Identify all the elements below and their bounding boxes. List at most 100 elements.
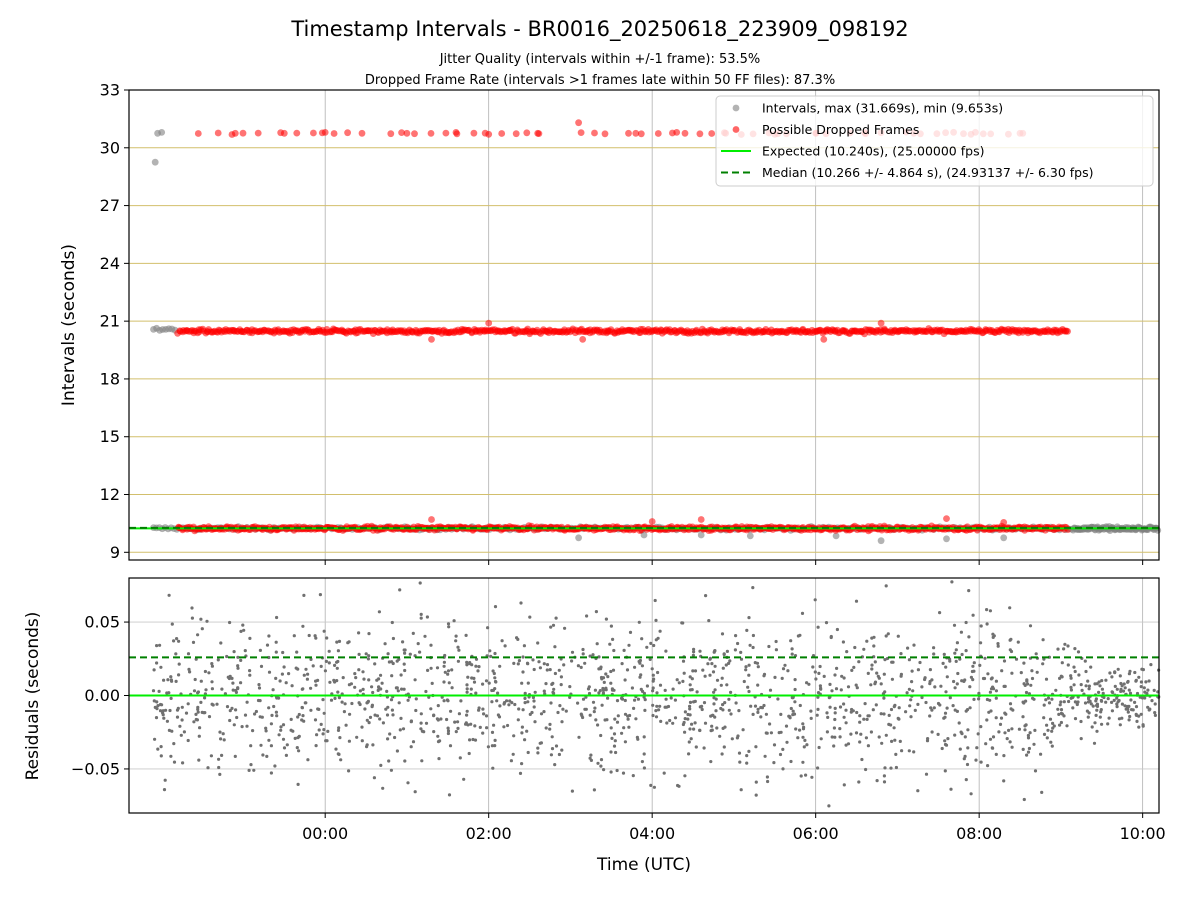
residual-point — [602, 680, 606, 685]
residual-point — [1073, 647, 1077, 651]
residual-point — [186, 702, 190, 706]
residual-point — [377, 686, 381, 690]
residual-point — [478, 725, 482, 730]
interval-point — [640, 531, 648, 539]
residual-point — [452, 619, 456, 623]
residual-point — [393, 735, 397, 740]
residual-point — [912, 750, 916, 754]
residual-point — [289, 728, 293, 732]
residual-point — [228, 718, 232, 723]
residual-point — [456, 645, 460, 649]
residual-point — [284, 753, 288, 758]
residual-point — [490, 700, 494, 704]
residual-point — [307, 633, 311, 638]
dropped-frame-point — [239, 129, 247, 137]
residual-point — [474, 657, 479, 661]
residual-point — [1134, 679, 1138, 683]
residual-point — [390, 620, 394, 625]
y-tick-label: 15 — [100, 427, 120, 446]
residual-point — [883, 766, 887, 770]
residual-point — [988, 737, 993, 741]
y-tick-label: 18 — [100, 369, 120, 388]
residual-point — [240, 725, 244, 729]
residual-point — [539, 712, 544, 716]
residual-point — [690, 688, 694, 692]
residual-point — [155, 661, 159, 665]
residual-point — [631, 774, 635, 778]
residual-point — [981, 676, 986, 681]
residual-point — [593, 706, 597, 710]
residual-point — [557, 668, 561, 672]
residual-point — [724, 663, 728, 667]
interval-point — [575, 534, 582, 542]
residual-point — [493, 651, 497, 656]
residual-point — [825, 711, 829, 715]
residual-point — [466, 675, 470, 679]
residual-point — [532, 667, 536, 672]
residual-point — [853, 645, 857, 650]
residual-point — [971, 613, 975, 617]
residual-point — [269, 722, 273, 726]
residual-point — [277, 696, 281, 700]
residual-point — [309, 686, 313, 690]
residual-point — [796, 736, 800, 740]
residual-point — [357, 652, 361, 657]
residual-point — [819, 737, 823, 741]
residual-point — [233, 754, 237, 759]
residual-point — [339, 758, 343, 762]
residual-point — [923, 676, 927, 680]
residual-point — [525, 729, 529, 733]
residual-point — [721, 666, 725, 670]
residual-point — [690, 677, 694, 681]
residual-point — [167, 728, 171, 733]
residuals-y-axis-label: Residuals (seconds) — [23, 612, 43, 781]
residual-point — [372, 776, 376, 780]
residual-point — [632, 706, 636, 711]
residual-point — [759, 715, 763, 719]
dropped-frame-point — [403, 129, 411, 137]
residual-point — [960, 679, 964, 683]
residual-point — [690, 722, 694, 726]
residual-point — [474, 691, 478, 695]
intervals-y-axis-label: Intervals (seconds) — [59, 244, 79, 406]
residual-point — [946, 737, 950, 741]
dropped-frame-point — [708, 130, 716, 137]
residual-point — [884, 634, 888, 638]
residual-point — [1050, 744, 1054, 748]
residual-point — [1023, 724, 1027, 728]
residual-point — [245, 700, 249, 704]
residual-point — [391, 636, 395, 641]
residual-point — [789, 639, 793, 643]
residual-point — [776, 697, 780, 701]
x-tick-label: 06:00 — [793, 824, 839, 843]
residual-point — [447, 625, 451, 629]
residual-point — [1060, 712, 1064, 716]
residual-point — [559, 683, 563, 687]
residual-point — [974, 758, 978, 762]
residual-point — [700, 707, 704, 712]
residual-point — [834, 687, 839, 691]
residual-point — [1014, 657, 1019, 661]
residual-point — [721, 703, 725, 707]
residual-point — [936, 701, 941, 706]
residual-point — [988, 690, 993, 694]
residual-point — [1026, 733, 1030, 738]
residual-point — [172, 742, 176, 746]
residual-point — [604, 688, 608, 692]
residual-point — [827, 804, 831, 808]
residual-point — [592, 788, 597, 792]
residual-point — [597, 655, 601, 659]
residual-point — [969, 792, 973, 796]
residual-point — [649, 641, 653, 646]
residual-point — [739, 650, 743, 655]
residual-point — [496, 691, 500, 695]
residual-point — [258, 648, 262, 653]
residual-point — [588, 756, 592, 760]
residual-point — [626, 717, 630, 721]
residual-point — [960, 652, 964, 657]
residual-point — [774, 639, 778, 644]
residual-point — [943, 739, 947, 743]
residual-point — [639, 673, 643, 677]
residual-point — [152, 668, 156, 672]
residual-point — [1087, 711, 1091, 715]
